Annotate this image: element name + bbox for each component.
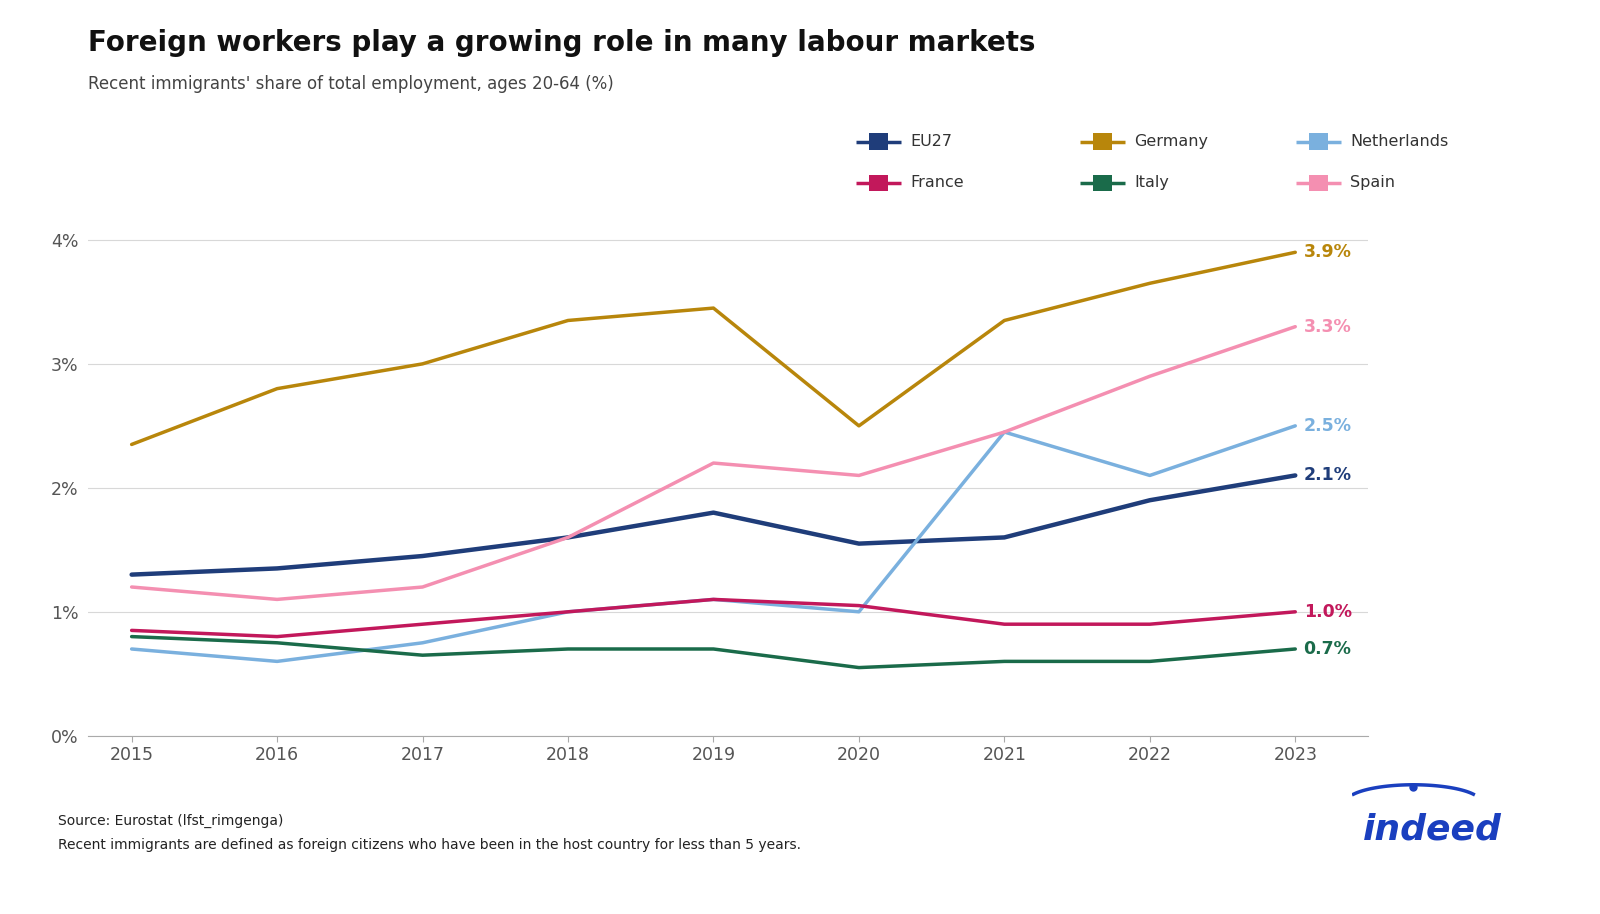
Text: 2.5%: 2.5% (1304, 417, 1352, 435)
Text: Italy: Italy (1134, 175, 1170, 190)
Text: 3.9%: 3.9% (1304, 243, 1352, 261)
Text: Recent immigrants' share of total employment, ages 20-64 (%): Recent immigrants' share of total employ… (88, 75, 614, 93)
Text: Recent immigrants are defined as foreign citizens who have been in the host coun: Recent immigrants are defined as foreign… (58, 838, 800, 852)
Text: Spain: Spain (1350, 175, 1395, 190)
Text: 2.1%: 2.1% (1304, 466, 1352, 484)
Text: Source: Eurostat (lfst_rimgenga): Source: Eurostat (lfst_rimgenga) (58, 813, 283, 827)
Text: 1.0%: 1.0% (1304, 603, 1352, 621)
Text: 3.3%: 3.3% (1304, 318, 1352, 335)
Text: EU27: EU27 (910, 134, 952, 149)
Text: Germany: Germany (1134, 134, 1208, 149)
Text: indeed: indeed (1363, 813, 1501, 847)
Text: France: France (910, 175, 965, 190)
Text: Netherlands: Netherlands (1350, 134, 1448, 149)
Text: Foreign workers play a growing role in many labour markets: Foreign workers play a growing role in m… (88, 29, 1035, 58)
Text: 0.7%: 0.7% (1304, 640, 1352, 658)
